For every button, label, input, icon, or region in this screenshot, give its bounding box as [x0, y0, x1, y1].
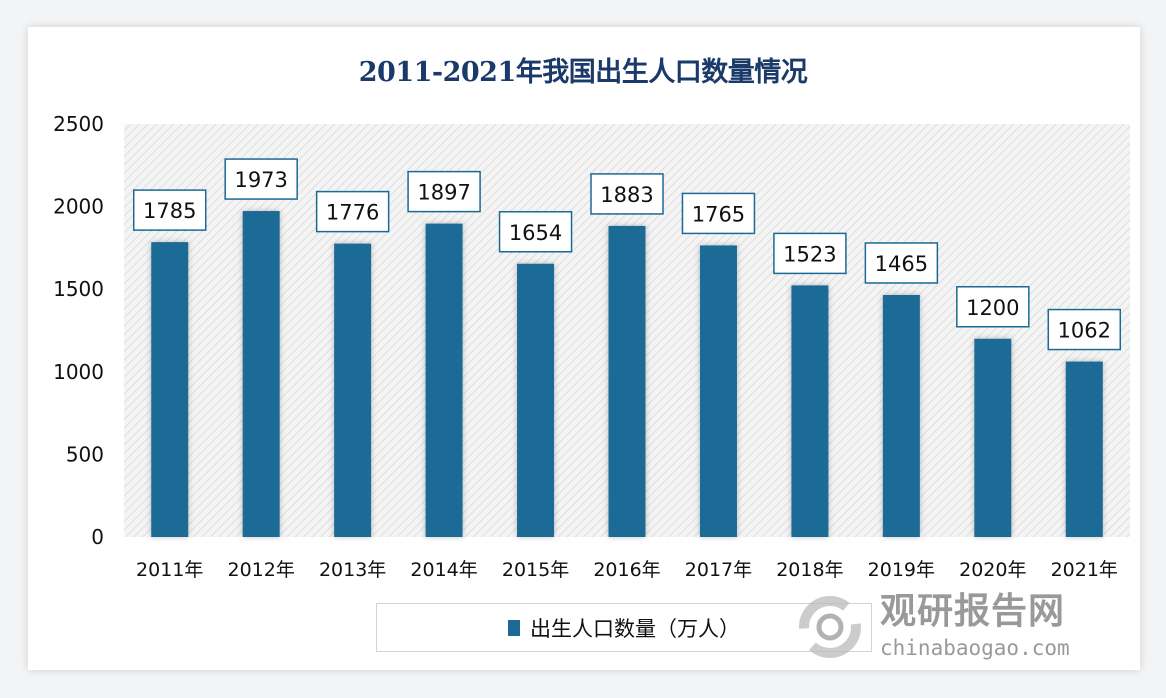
- data-label: 1776: [326, 201, 379, 225]
- x-tick-label: 2016年: [593, 559, 660, 581]
- data-label-box: [224, 158, 298, 200]
- data-label: 1654: [509, 221, 562, 245]
- data-label-box: [864, 242, 939, 284]
- bar: [791, 285, 829, 537]
- bar: [1065, 361, 1103, 537]
- x-tick-label: 2017年: [685, 559, 752, 581]
- data-label: 1897: [417, 181, 470, 205]
- data-label: 1765: [692, 202, 745, 226]
- chart-title: 2011-2021年我国出生人口数量情况: [358, 57, 808, 88]
- x-tick-label: 2018年: [776, 559, 843, 581]
- watermark-name: 观研报告网: [880, 591, 1066, 632]
- x-tick-label: 2019年: [868, 559, 935, 581]
- x-tick-label: 2021年: [1051, 559, 1118, 581]
- bar: [882, 294, 920, 537]
- legend-swatch: [508, 619, 520, 636]
- bar: [242, 211, 280, 537]
- y-tick-label: 2500: [53, 112, 104, 136]
- bar: [608, 225, 646, 537]
- bar: [699, 245, 737, 537]
- data-label-box: [956, 286, 1030, 328]
- x-tick-label: 2012年: [228, 559, 295, 581]
- y-tick-label: 500: [66, 442, 104, 466]
- legend-label: 出生人口数量（万人）: [530, 616, 740, 641]
- data-label: 1465: [875, 252, 928, 276]
- data-label: 1883: [600, 183, 653, 207]
- x-tick-label: 2011年: [136, 559, 203, 581]
- y-tick-label: 1000: [53, 360, 104, 384]
- watermark: 观研报告网 chinabaogao.com: [790, 592, 1120, 664]
- y-tick-label: 0: [91, 525, 104, 549]
- data-label-box: [132, 189, 207, 231]
- data-label: 1062: [1058, 319, 1111, 343]
- data-label-box: [498, 211, 573, 253]
- data-label-box: [407, 170, 481, 213]
- x-tick-label: 2013年: [319, 559, 386, 581]
- data-label: 1973: [234, 168, 287, 192]
- bar: [974, 338, 1012, 537]
- y-tick-label: 2000: [53, 195, 104, 219]
- x-tick-label: 2014年: [410, 559, 477, 581]
- y-tick-label: 1500: [53, 277, 104, 301]
- data-label-box: [315, 190, 390, 233]
- data-label: 1523: [783, 242, 836, 266]
- watermark-logo-icon: [799, 596, 861, 658]
- data-label-box: [773, 232, 847, 275]
- data-label-box: [681, 192, 756, 235]
- bar: [425, 223, 463, 537]
- data-label-box: [1047, 308, 1122, 351]
- watermark-url: chinabaogao.com: [880, 636, 1070, 660]
- bar: [517, 263, 555, 537]
- data-label: 1200: [966, 296, 1019, 320]
- legend: 出生人口数量（万人）: [376, 603, 872, 652]
- x-tick-label: 2020年: [959, 559, 1026, 581]
- bar: [334, 243, 372, 537]
- data-label: 1785: [143, 199, 196, 223]
- data-label-box: [590, 173, 664, 215]
- x-tick-label: 2015年: [502, 559, 569, 581]
- bar: [151, 242, 189, 538]
